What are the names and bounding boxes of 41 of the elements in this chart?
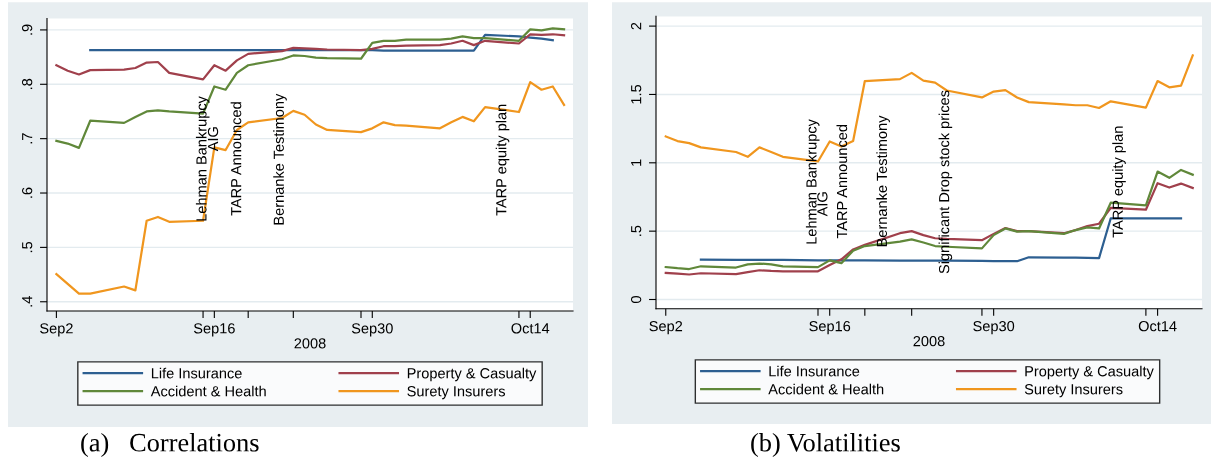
annotation: Bernanke Testimony: [273, 93, 287, 225]
x-tick-label: Oct14: [511, 323, 550, 334]
text: (a) Correlations: [81, 433, 259, 457]
annotation: Bernanke Testimony: [876, 115, 890, 247]
annotation: TARP Announced: [836, 124, 848, 239]
x-tick-label: Sep16: [809, 320, 851, 335]
legend-label: Accident & Health: [150, 385, 266, 397]
y-tick-label: .5: [22, 241, 33, 253]
x-tick-label: Sep16: [193, 323, 235, 337]
legend-label: Life Insurance: [151, 367, 242, 379]
annotation: TARP equity plan: [1112, 126, 1126, 238]
annotation: Significant Drop stock prices: [938, 90, 953, 274]
y-tick-label: .5: [631, 225, 642, 236]
legend-label: Surety Insurers: [407, 386, 506, 400]
legend-label: Property & Casualty: [1025, 365, 1154, 380]
y-tick-label: .7: [22, 133, 33, 144]
x-tick-label: Sep2: [40, 323, 73, 337]
y-tick-label: .8: [21, 78, 33, 90]
text: (b) Volatilities: [751, 433, 900, 457]
annotation: TARP equity plan: [495, 104, 510, 216]
annotation: AIG: [207, 127, 219, 152]
x-axis-title: 2008: [294, 338, 326, 349]
legend-label: Property & Casualty: [407, 367, 537, 382]
annotation: TARP Announced: [230, 102, 242, 216]
y-tick-label: .4: [22, 296, 33, 307]
x-tick-label: Sep30: [351, 323, 393, 337]
y-tick-label: .6: [21, 187, 33, 198]
legend-label: Accident & Health: [768, 383, 884, 395]
x-tick-label: Sep2: [649, 320, 683, 335]
x-tick-label: Sep30: [973, 320, 1015, 335]
y-tick-label: 1: [631, 159, 642, 166]
annotation: AIG: [817, 192, 828, 217]
annotation: Lehman Bankrupcy: [195, 96, 210, 221]
y-tick-label: 2: [630, 22, 642, 30]
y-tick-label: .9: [21, 24, 33, 35]
legend-label: Life Insurance: [769, 365, 860, 377]
x-tick-label: Oct14: [1138, 320, 1177, 332]
x-axis-title: 2008: [913, 335, 945, 347]
legend-label: Surety Insurers: [1024, 384, 1123, 398]
y-tick-label: 1.5: [631, 84, 642, 104]
y-tick-label: 0: [630, 296, 642, 303]
